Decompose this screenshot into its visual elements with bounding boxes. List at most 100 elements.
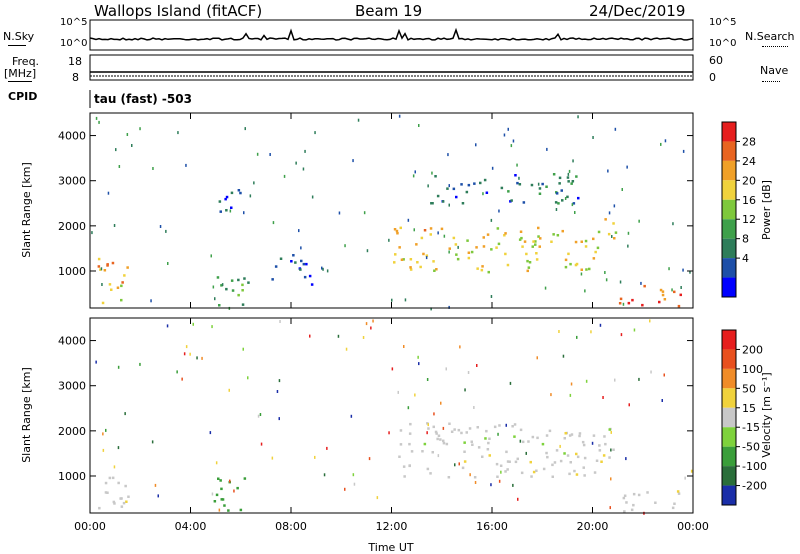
colorbar-segment xyxy=(722,180,736,200)
data-cell xyxy=(661,399,663,402)
data-cell xyxy=(591,441,594,445)
data-cell xyxy=(388,431,390,435)
data-cell xyxy=(413,228,415,232)
freq-unit: [MHz] xyxy=(4,67,37,80)
data-cell xyxy=(456,257,460,261)
data-cell xyxy=(526,259,529,263)
data-cell xyxy=(505,450,508,454)
power-panel-frame xyxy=(89,112,694,309)
data-cell xyxy=(407,406,410,410)
data-cell xyxy=(276,390,279,393)
data-cell xyxy=(499,464,503,467)
data-cell xyxy=(519,428,523,432)
data-cell xyxy=(571,203,574,207)
data-cell xyxy=(150,299,152,303)
colorbar-segment xyxy=(722,258,736,278)
data-cell xyxy=(452,187,456,191)
data-cell xyxy=(563,437,566,440)
data-cell xyxy=(506,460,510,463)
data-cell xyxy=(221,498,225,501)
station-title: Wallops Island (fitACF) xyxy=(94,2,263,20)
data-cell xyxy=(556,234,560,237)
data-cell xyxy=(357,118,360,122)
data-cell xyxy=(95,116,98,120)
data-cell xyxy=(506,468,509,471)
data-cell xyxy=(559,459,563,463)
data-cell xyxy=(679,293,682,297)
data-cell xyxy=(212,285,215,289)
data-cell xyxy=(115,148,117,152)
data-cell xyxy=(677,304,681,308)
data-cell xyxy=(682,268,684,272)
data-cell xyxy=(423,229,427,232)
data-cell xyxy=(400,258,404,261)
data-cell xyxy=(640,281,642,285)
data-cell xyxy=(151,440,154,444)
data-cell xyxy=(391,367,394,371)
data-cell xyxy=(569,461,572,464)
data-cell xyxy=(228,388,230,392)
data-cell xyxy=(415,243,418,246)
data-cell xyxy=(553,461,557,464)
data-cell xyxy=(482,192,484,196)
data-cell xyxy=(183,352,186,356)
data-cell xyxy=(443,234,446,238)
data-cell xyxy=(442,439,445,443)
data-cell xyxy=(399,443,403,446)
data-cell xyxy=(139,362,141,366)
nave-tick-low: 0 xyxy=(709,71,716,84)
y-tick-label: 1000 xyxy=(58,470,86,483)
data-cell xyxy=(457,428,461,432)
data-cell xyxy=(463,460,467,463)
data-cell xyxy=(596,246,600,250)
data-cell xyxy=(495,246,498,249)
data-cell xyxy=(538,245,541,248)
data-cell xyxy=(290,260,293,263)
data-cell xyxy=(230,279,234,282)
data-cell xyxy=(568,472,571,476)
data-cell xyxy=(440,401,442,405)
data-cell xyxy=(433,269,436,272)
data-cell xyxy=(152,167,154,170)
data-cell xyxy=(338,211,341,215)
colorbar-tick-label: -50 xyxy=(742,441,760,454)
data-cell xyxy=(467,256,471,260)
data-cell xyxy=(465,190,469,194)
velocity-y-label: Slant Range [km] xyxy=(20,367,33,463)
data-cell xyxy=(537,235,540,238)
data-cell xyxy=(575,473,579,476)
data-cell xyxy=(632,503,635,507)
data-cell xyxy=(121,281,124,284)
data-cell xyxy=(99,268,102,271)
data-cell xyxy=(403,475,406,478)
data-cell xyxy=(516,163,518,167)
data-cell xyxy=(437,434,441,437)
data-cell xyxy=(608,211,611,215)
x-tick-label: 16:00 xyxy=(476,520,508,533)
data-cell xyxy=(580,272,583,276)
data-cell xyxy=(654,501,657,504)
data-cell xyxy=(256,152,259,156)
data-cell xyxy=(566,454,570,457)
data-cell xyxy=(310,283,314,286)
data-cell xyxy=(448,422,451,425)
freq-tick-low: 8 xyxy=(72,71,79,84)
data-cell xyxy=(322,267,324,271)
data-cell xyxy=(123,274,126,277)
data-cell xyxy=(482,245,486,248)
data-cell xyxy=(483,178,487,182)
x-axis-label: Time UT xyxy=(367,541,413,554)
data-cell xyxy=(314,131,316,135)
data-cell xyxy=(673,502,676,505)
data-cell xyxy=(509,200,512,203)
data-cell xyxy=(623,494,627,497)
data-cell xyxy=(440,227,444,231)
data-cell xyxy=(435,268,438,271)
data-cell xyxy=(431,202,434,205)
data-cell xyxy=(423,442,427,446)
data-cell xyxy=(409,266,412,269)
data-cell xyxy=(225,209,228,212)
data-cell xyxy=(362,336,365,339)
data-cell xyxy=(594,250,597,254)
data-cell xyxy=(672,222,674,226)
